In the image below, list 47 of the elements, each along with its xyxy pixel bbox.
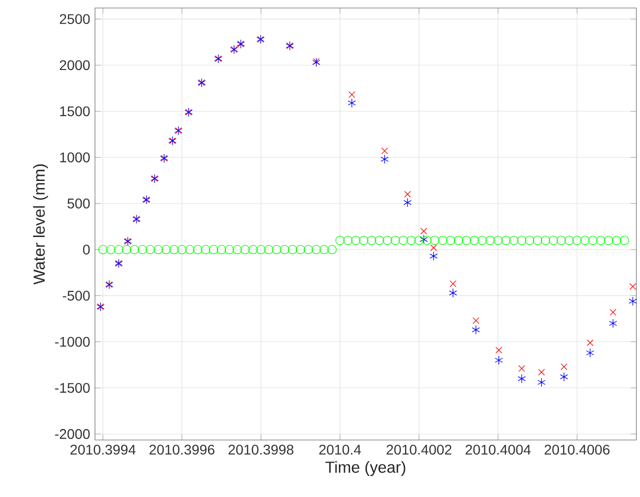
x-tick-label: 2010.4002 bbox=[386, 444, 452, 455]
x-tick-label: 2010.4006 bbox=[544, 444, 610, 455]
point bbox=[608, 318, 618, 328]
point bbox=[586, 339, 594, 346]
x-tick-label: 2010.3996 bbox=[150, 444, 214, 455]
point bbox=[538, 368, 545, 376]
point bbox=[628, 296, 637, 306]
point bbox=[560, 363, 568, 370]
point bbox=[348, 91, 356, 98]
x-axis-title: Time (year) bbox=[325, 461, 406, 476]
y-tick-label: -1500 bbox=[55, 382, 90, 393]
y-tick-label: 2500 bbox=[60, 14, 90, 24]
x-tick-label: 2010.4004 bbox=[466, 444, 531, 455]
y-tick-label: 2000 bbox=[60, 60, 90, 70]
point bbox=[537, 378, 546, 387]
point bbox=[381, 148, 388, 154]
point bbox=[448, 288, 458, 298]
y-tick-label: 500 bbox=[67, 198, 90, 208]
y-tick-label: -500 bbox=[62, 290, 90, 301]
point bbox=[629, 283, 636, 290]
point bbox=[472, 317, 480, 324]
point bbox=[586, 348, 594, 358]
point bbox=[420, 234, 428, 244]
y-tick-label: 0 bbox=[83, 244, 90, 255]
point bbox=[420, 228, 428, 234]
point bbox=[348, 98, 356, 108]
point bbox=[450, 280, 456, 288]
y-axis-title: Water level (mm) bbox=[33, 164, 48, 285]
x-tick-label: 2010.3998 bbox=[228, 444, 294, 455]
point bbox=[430, 251, 438, 261]
point bbox=[404, 190, 411, 198]
point bbox=[495, 346, 502, 354]
point bbox=[560, 372, 568, 382]
y-tick-label: 1000 bbox=[60, 152, 90, 162]
point bbox=[472, 325, 480, 334]
y-tick-label: -2000 bbox=[55, 429, 90, 439]
point bbox=[430, 244, 437, 252]
point bbox=[518, 365, 526, 372]
y-tick-label: -1000 bbox=[55, 336, 90, 347]
point bbox=[380, 154, 389, 164]
y-tick-label: 1500 bbox=[60, 106, 90, 116]
x-tick-label: 2010.4 bbox=[319, 444, 361, 455]
point bbox=[518, 374, 526, 384]
point bbox=[610, 308, 616, 316]
point bbox=[494, 356, 503, 365]
x-tick-label: 2010.3994 bbox=[70, 444, 136, 455]
point bbox=[404, 198, 412, 208]
